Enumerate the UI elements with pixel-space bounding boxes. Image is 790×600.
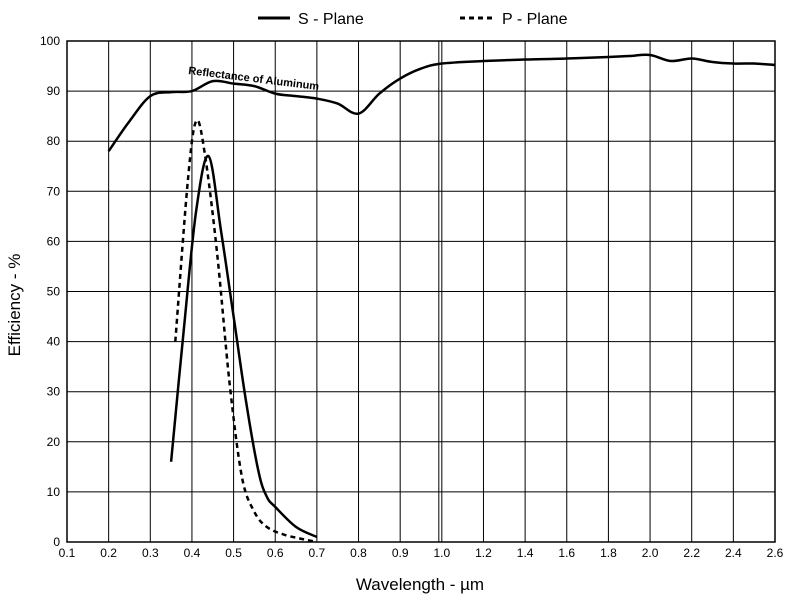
grid: [66, 40, 776, 543]
y-axis-label: Efficiency - %: [5, 254, 24, 357]
x-tick-label: 1.8: [600, 546, 617, 560]
x-tick-label: 2.6: [767, 546, 784, 560]
x-tick-label: 1.2: [475, 546, 492, 560]
y-tick-label: 90: [47, 84, 61, 98]
x-tick-label: 0.6: [267, 546, 284, 560]
x-tick-label: 0.8: [350, 546, 367, 560]
aluminum-reflectance-line: [107, 53, 776, 152]
plot-frame: [66, 40, 776, 543]
p-plane-line: [174, 118, 318, 544]
x-tick-label: 0.3: [142, 546, 159, 560]
y-tick-label: 40: [47, 335, 61, 349]
legend-p-plane-label: P - Plane: [502, 11, 568, 28]
x-tick-label: 2.4: [725, 546, 742, 560]
x-tick-label: 0.9: [392, 546, 409, 560]
y-tick-label: 10: [47, 485, 61, 499]
reflectance-annotation: Reflectance of Aluminum: [188, 65, 320, 93]
y-tick-label: 70: [47, 184, 61, 198]
x-tick-label: 0.4: [184, 546, 201, 560]
x-axis-label: Wavelength - µm: [356, 575, 484, 594]
y-tick-label: 50: [47, 285, 61, 299]
x-tick-label: 0.2: [100, 546, 117, 560]
x-tick-label: 2.0: [642, 546, 659, 560]
y-tick-label: 60: [47, 234, 61, 248]
x-tick-label: 0.7: [309, 546, 326, 560]
x-tick-label: 1.6: [558, 546, 575, 560]
y-tick-label: 80: [47, 134, 61, 148]
legend: S - Plane P - Plane: [258, 11, 568, 28]
x-tick-label: 2.2: [683, 546, 700, 560]
x-tick-label: 0.1: [59, 546, 76, 560]
x-tick-label: 0.5: [225, 546, 242, 560]
y-tick-label: 100: [40, 34, 60, 48]
x-tick-label: 1.0: [433, 546, 450, 560]
s-plane-line: [169, 154, 318, 539]
y-tick-label: 20: [47, 435, 61, 449]
legend-s-plane-label: S - Plane: [298, 11, 364, 28]
y-tick-label: 30: [47, 385, 61, 399]
x-tick-label: 1.4: [517, 546, 534, 560]
y-tick-label: 0: [53, 535, 60, 549]
tick-labels: 0 10 20 30 40 50 60 70 80 90 100 0.1 0.2 0.3 0.4 0.5 0.6…: [40, 34, 784, 560]
series-lines: [107, 53, 776, 544]
